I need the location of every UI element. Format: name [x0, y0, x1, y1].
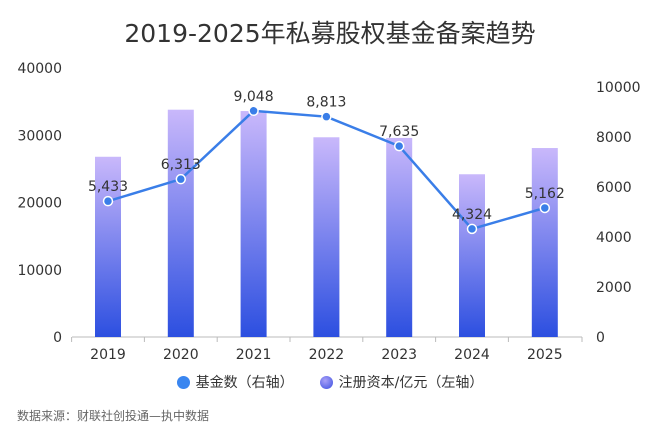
legend-swatch — [319, 375, 333, 389]
bar-2024 — [459, 174, 485, 337]
source-note: 数据来源：财联社创投通—执中数据 — [17, 409, 210, 423]
legend-label: 基金数（右轴） — [195, 375, 294, 391]
left-y-tick-label: 20000 — [17, 196, 62, 212]
right-y-tick-label: 10000 — [596, 80, 641, 96]
data-label: 5,162 — [525, 186, 565, 202]
point-2025 — [539, 202, 551, 214]
legend-item-capital: 注册资本/亿元（左轴） — [319, 372, 484, 392]
x-tick-label: 2019 — [90, 347, 126, 363]
data-label: 7,635 — [379, 124, 419, 140]
legend-item-funds: 基金数（右轴） — [176, 372, 294, 392]
bar-2025 — [531, 148, 558, 337]
left-y-tick-label: 10000 — [17, 263, 62, 279]
legend-swatch — [176, 375, 190, 389]
x-tick-label: 2025 — [527, 347, 563, 363]
point-2019 — [102, 195, 114, 207]
bar-2020 — [167, 109, 194, 337]
x-tick-label: 2022 — [309, 347, 345, 363]
x-tick-label: 2021 — [236, 347, 272, 363]
left-y-tick-label: 0 — [53, 330, 62, 346]
data-label: 6,313 — [161, 157, 201, 173]
right-y-tick-label: 8000 — [596, 130, 632, 146]
bar-2022 — [313, 137, 340, 337]
x-tick-label: 2020 — [163, 347, 199, 363]
bar-2021 — [240, 111, 267, 337]
data-label: 4,324 — [452, 207, 492, 223]
legend-label: 注册资本/亿元（左轴） — [338, 375, 484, 391]
right-y-tick-label: 4000 — [596, 230, 632, 246]
right-y-tick-label: 6000 — [596, 180, 632, 196]
bar-2019 — [95, 156, 121, 337]
bar-2023 — [386, 137, 413, 337]
right-y-tick-label: 2000 — [596, 280, 632, 296]
point-2024 — [466, 223, 478, 235]
left-y-tick-label: 30000 — [17, 128, 62, 144]
left-y-tick-label: 40000 — [17, 61, 62, 77]
legend: 基金数（右轴） 注册资本/亿元（左轴） — [0, 372, 660, 392]
data-label: 8,813 — [306, 95, 346, 111]
data-label: 9,048 — [234, 89, 274, 105]
x-tick-label: 2024 — [454, 347, 490, 363]
data-label: 5,433 — [88, 179, 128, 195]
right-y-tick-label: 0 — [596, 330, 605, 346]
chart-title: 2019-2025年私募股权基金备案趋势 — [124, 19, 536, 48]
x-tick-label: 2023 — [381, 347, 417, 363]
point-2021 — [248, 105, 259, 117]
point-2023 — [393, 140, 405, 152]
point-2020 — [175, 173, 187, 185]
point-2022 — [321, 111, 332, 122]
